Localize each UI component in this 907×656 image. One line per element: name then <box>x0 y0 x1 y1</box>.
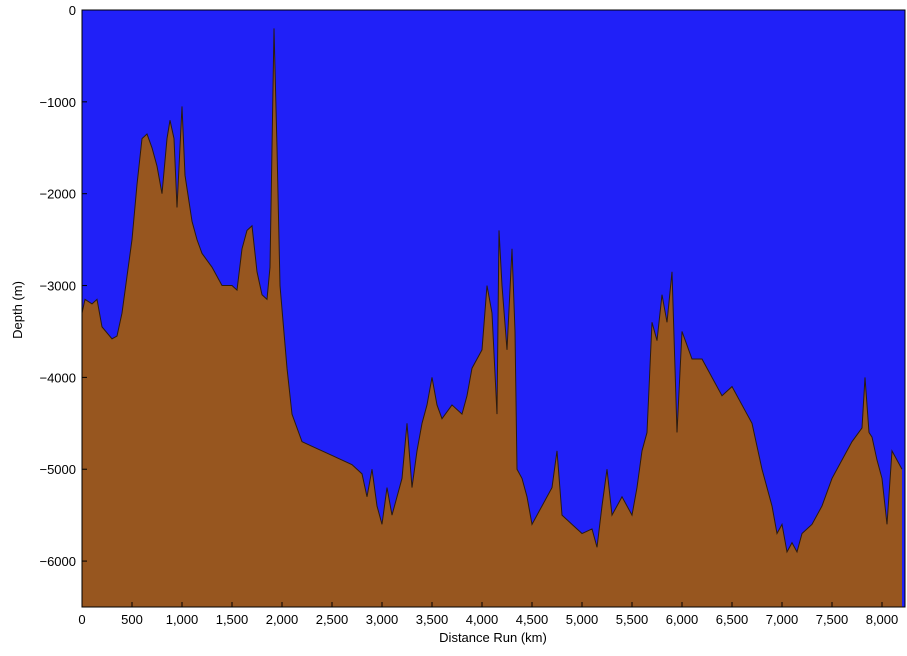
y-tick-label: −2000 <box>39 187 76 202</box>
x-tick-label: 3,000 <box>366 612 399 627</box>
y-tick-label: −5000 <box>39 462 76 477</box>
x-tick-label: 8,000 <box>866 612 899 627</box>
x-tick-label: 0 <box>78 612 85 627</box>
x-tick-label: 3,500 <box>416 612 449 627</box>
plot-frame <box>81 9 906 608</box>
x-tick-label: 6,500 <box>716 612 749 627</box>
x-tick-label: 7,500 <box>816 612 849 627</box>
y-tick-label: −3000 <box>39 279 76 294</box>
x-tick-label: 2,000 <box>266 612 299 627</box>
x-tick-label: 2,500 <box>316 612 349 627</box>
x-tick-label: 5,000 <box>566 612 599 627</box>
y-tick-label: −6000 <box>39 554 76 569</box>
profile-line <box>81 28 903 554</box>
x-tick-label: 4,500 <box>516 612 549 627</box>
y-axis-label: Depth (m) <box>10 281 25 339</box>
x-tick-label: 6,000 <box>666 612 699 627</box>
x-tick-label: 1,000 <box>166 612 199 627</box>
y-tick-label: −1000 <box>39 95 76 110</box>
x-tick-label: 5,500 <box>616 612 649 627</box>
x-tick-label: 500 <box>121 612 143 627</box>
y-tick-label: −4000 <box>39 370 76 385</box>
x-tick-label: 4,000 <box>466 612 499 627</box>
x-tick-label: 1,500 <box>216 612 249 627</box>
y-tick-label: 0 <box>69 3 76 18</box>
x-tick-label: 7,000 <box>766 612 799 627</box>
x-axis-label: Distance Run (km) <box>439 630 547 645</box>
